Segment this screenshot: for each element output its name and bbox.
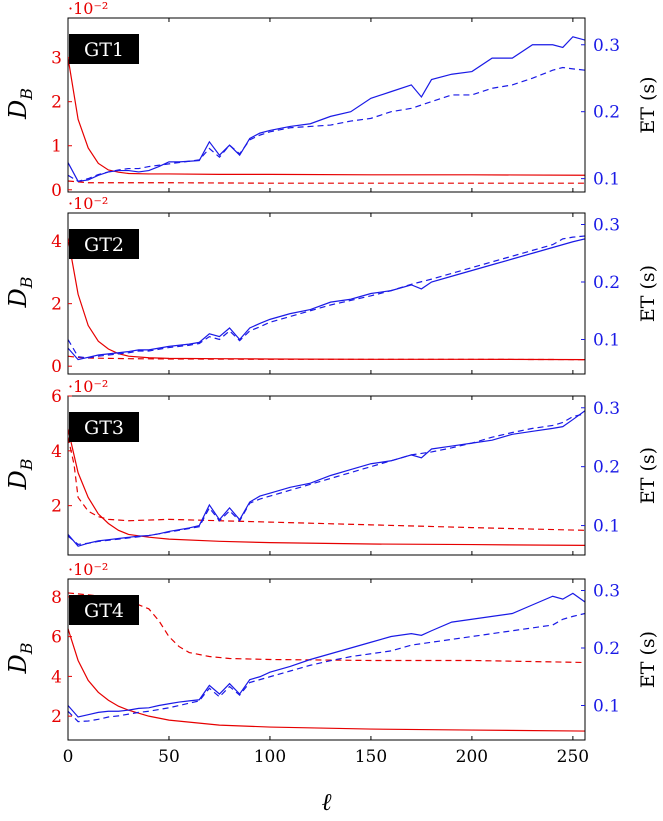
series-line-left-solid: [68, 628, 585, 732]
y-axis-label-right: ET (s): [637, 447, 659, 504]
chart-panel-gt1: 0 1 2 3 0.1 0.2 0.3 ·10⁻² GT1 DB ET (s): [4, 0, 659, 201]
chart-panel-gt4: 2 4 6 8 0.1 0.2 0.3 ·10⁻² GT4 DB ET (s) 0 50 100 150 20…: [4, 560, 659, 816]
x-tick-label: 150: [355, 747, 387, 767]
y-axis-label-left: DB: [4, 458, 36, 490]
y-tick-label-left: 4: [51, 232, 62, 252]
y-axis-label-left: DB: [4, 642, 36, 674]
y-axis-label-right: ET (s): [637, 265, 659, 322]
panel-label-text: GT4: [84, 600, 124, 622]
y-tick-label-right: 0.3: [593, 399, 620, 419]
chart-panel-gt2: 0 2 4 0.1 0.2 0.3 ·10⁻² GT2 DB ET (s): [4, 194, 659, 377]
series-line-left-dashed: [68, 592, 585, 664]
y-tick-label-left: 1: [51, 137, 62, 157]
series-line-left-solid: [68, 428, 585, 547]
y-axis-label-right: ET (s): [637, 631, 659, 688]
y-tick-label-left: 2: [51, 93, 62, 113]
series-line-right-dashed: [68, 235, 585, 359]
y-tick-label-right: 0.2: [593, 273, 620, 293]
y-tick-label-right: 0.1: [593, 170, 620, 190]
y-tick-label-right: 0.2: [593, 458, 620, 478]
y-axis-label-right: ET (s): [637, 76, 659, 133]
y-tick-label-right: 0.1: [593, 517, 620, 537]
panel-label-badge: [69, 34, 139, 64]
left-axis-multiplier: ·10⁻²: [68, 0, 108, 18]
y-tick-label-right: 0.3: [593, 36, 620, 56]
x-axis-label: ℓ: [322, 788, 332, 816]
y-tick-label-left: 2: [51, 497, 62, 517]
y-tick-label-right: 0.2: [593, 639, 620, 659]
series-line-left-solid: [68, 57, 585, 176]
y-tick-label-left: 4: [51, 667, 62, 687]
series-line-left-dashed: [68, 180, 585, 184]
series-line-right-solid: [68, 410, 585, 547]
series-line-left-solid: [68, 237, 585, 361]
y-tick-label-left: 8: [51, 588, 62, 608]
series-line-right-dashed: [68, 612, 585, 723]
x-tick-label: 0: [63, 747, 74, 767]
y-tick-label-left: 0: [51, 181, 62, 201]
panel-label-badge: [69, 595, 139, 625]
plot-frame: [67, 212, 586, 375]
plot-frame: [67, 578, 586, 741]
y-tick-label-left: 0: [51, 357, 62, 377]
y-tick-label-right: 0.1: [593, 331, 620, 351]
y-axis-label-left: DB: [4, 88, 36, 120]
series-line-right-dashed: [68, 66, 585, 182]
series-line-right-dashed: [68, 413, 585, 546]
x-tick-label: 100: [254, 747, 286, 767]
left-axis-multiplier: ·10⁻²: [68, 194, 108, 213]
panel-label-text: GT2: [84, 234, 124, 256]
plot-frame: [67, 395, 586, 556]
y-tick-label-right: 0.3: [593, 216, 620, 236]
y-axis-label-left: DB: [4, 276, 36, 308]
panel-label-badge: [69, 229, 139, 259]
plot-frame: [67, 17, 586, 193]
y-tick-label-right: 0.1: [593, 697, 620, 717]
series-line-right-solid: [68, 36, 585, 182]
panel-label-badge: [69, 412, 139, 442]
left-axis-multiplier: ·10⁻²: [68, 377, 108, 396]
x-tick-label: 200: [456, 747, 488, 767]
x-tick-label: 250: [557, 747, 589, 767]
y-tick-label-left: 2: [51, 707, 62, 727]
y-tick-label-right: 0.2: [593, 103, 620, 123]
panel-label-text: GT1: [84, 39, 124, 61]
series-line-right-solid: [68, 592, 585, 718]
y-tick-label-left: 6: [51, 628, 62, 648]
y-tick-label-right: 0.3: [593, 582, 620, 602]
chart-panel-gt3: 2 4 6 0.1 0.2 0.3 ·10⁻² GT3 DB ET (s): [4, 377, 659, 556]
y-tick-label-left: 4: [51, 442, 62, 462]
panel-label-text: GT3: [84, 417, 124, 439]
y-tick-label-left: 2: [51, 295, 62, 315]
series-line-left-dashed: [68, 436, 585, 531]
left-axis-multiplier: ·10⁻²: [68, 560, 108, 579]
series-line-right-solid: [68, 238, 585, 361]
y-tick-label-left: 6: [51, 387, 62, 407]
x-tick-label: 50: [158, 747, 180, 767]
y-tick-label-left: 3: [51, 49, 62, 69]
